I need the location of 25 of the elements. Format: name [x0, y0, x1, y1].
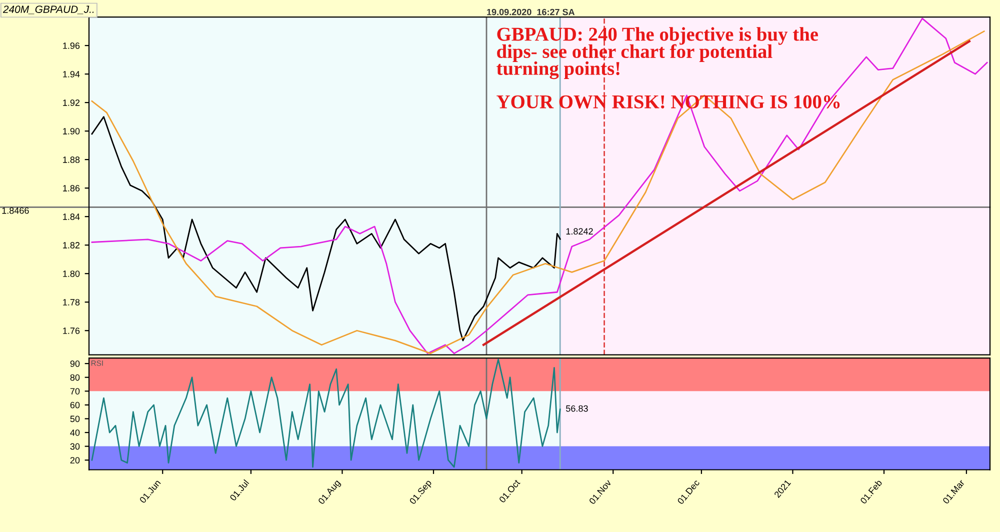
annotation: 1.8242: [566, 228, 593, 235]
y-tick-label: 1.94: [63, 71, 80, 78]
y-tick-label: 1.88: [63, 156, 80, 163]
y-tick-label: 60: [70, 402, 80, 408]
data-label: 56.83: [566, 405, 588, 412]
y-tick-label: 1.78: [63, 299, 80, 306]
y-tick-label: 1.76: [63, 328, 80, 334]
y-tick-label: 1.86: [63, 185, 80, 192]
y-tick-label: 50: [70, 416, 80, 422]
chart-title: 240M_GBPAUD_J..: [2, 6, 94, 14]
y-tick-label: 40: [70, 429, 80, 436]
ref-line-label: 1.8466: [2, 207, 29, 214]
y-tick-label: 1.84: [63, 214, 80, 220]
annotation: GBPAUD: 240 The objective is buy the dips- see other chart for potential turning points!: [496, 27, 818, 80]
y-tick-label: 20: [70, 457, 80, 464]
ref-line-label: 19.09.2020 16:27 SA: [487, 8, 575, 16]
y-tick-label: 1.96: [63, 42, 80, 49]
y-tick-label: 1.80: [63, 270, 80, 277]
y-tick-label: 80: [70, 374, 80, 381]
y-tick-label: 1.82: [63, 242, 80, 248]
y-tick-label: 1.90: [63, 128, 80, 134]
y-tick-label: 90: [70, 360, 80, 367]
y-tick-label: 70: [70, 388, 80, 394]
y-tick-label: 1.92: [63, 100, 80, 106]
y-tick-label: 30: [70, 443, 80, 450]
